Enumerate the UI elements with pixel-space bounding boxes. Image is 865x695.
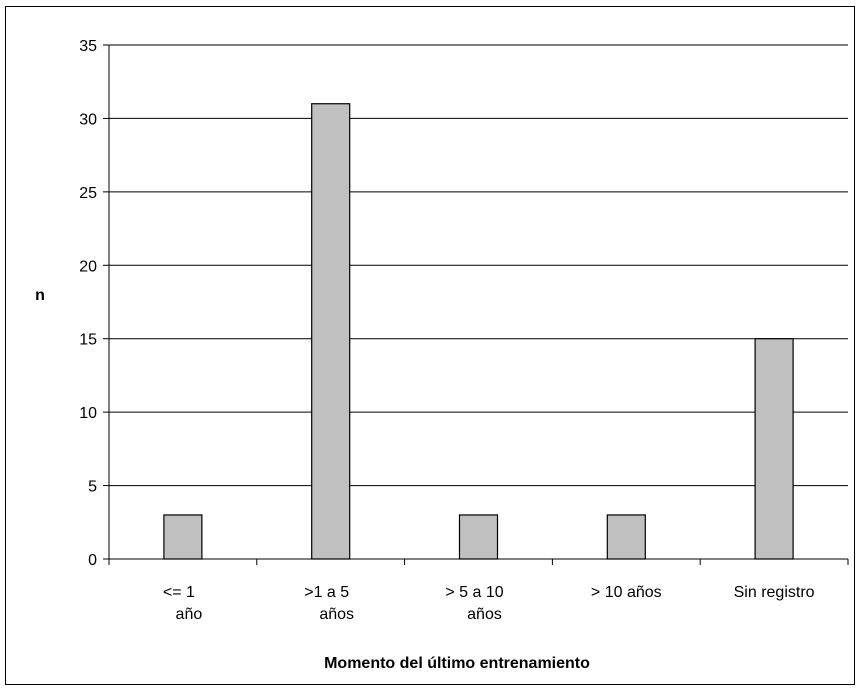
axes [103, 44, 849, 565]
x-axis-title: Momento del último entrenamiento [324, 655, 590, 672]
x-tick-label: Sin registro [734, 584, 815, 601]
grid-lines [109, 44, 848, 487]
y-tick-label: 0 [88, 552, 97, 569]
y-tick-labels: 0 5 10 15 20 25 30 35 [79, 38, 97, 569]
y-tick-label: 30 [79, 111, 97, 128]
y-tick-label: 20 [79, 258, 97, 275]
x-tick-label: <= 1 año [163, 584, 202, 623]
y-tick-label: 10 [79, 405, 97, 422]
x-tick-label: > 5 a 10 años [445, 584, 503, 623]
bar [606, 514, 646, 560]
bar [458, 514, 499, 560]
bar [163, 514, 203, 560]
chart-frame [5, 6, 855, 685]
bar [754, 338, 794, 560]
y-tick-label: 15 [79, 332, 97, 349]
y-tick-label: 25 [79, 185, 97, 202]
y-axis-title: n [35, 287, 45, 304]
x-tick-labels: <= 1 año >1 a 5 años > 5 a 10 años > 10 años Si… [163, 584, 815, 623]
x-tick-label: >1 a 5 años [304, 584, 354, 623]
y-tick-label: 35 [79, 38, 97, 55]
bar [311, 103, 351, 560]
y-tick-label: 5 [88, 479, 97, 496]
bars [163, 103, 794, 560]
x-tick-label: > 10 años [591, 584, 662, 601]
